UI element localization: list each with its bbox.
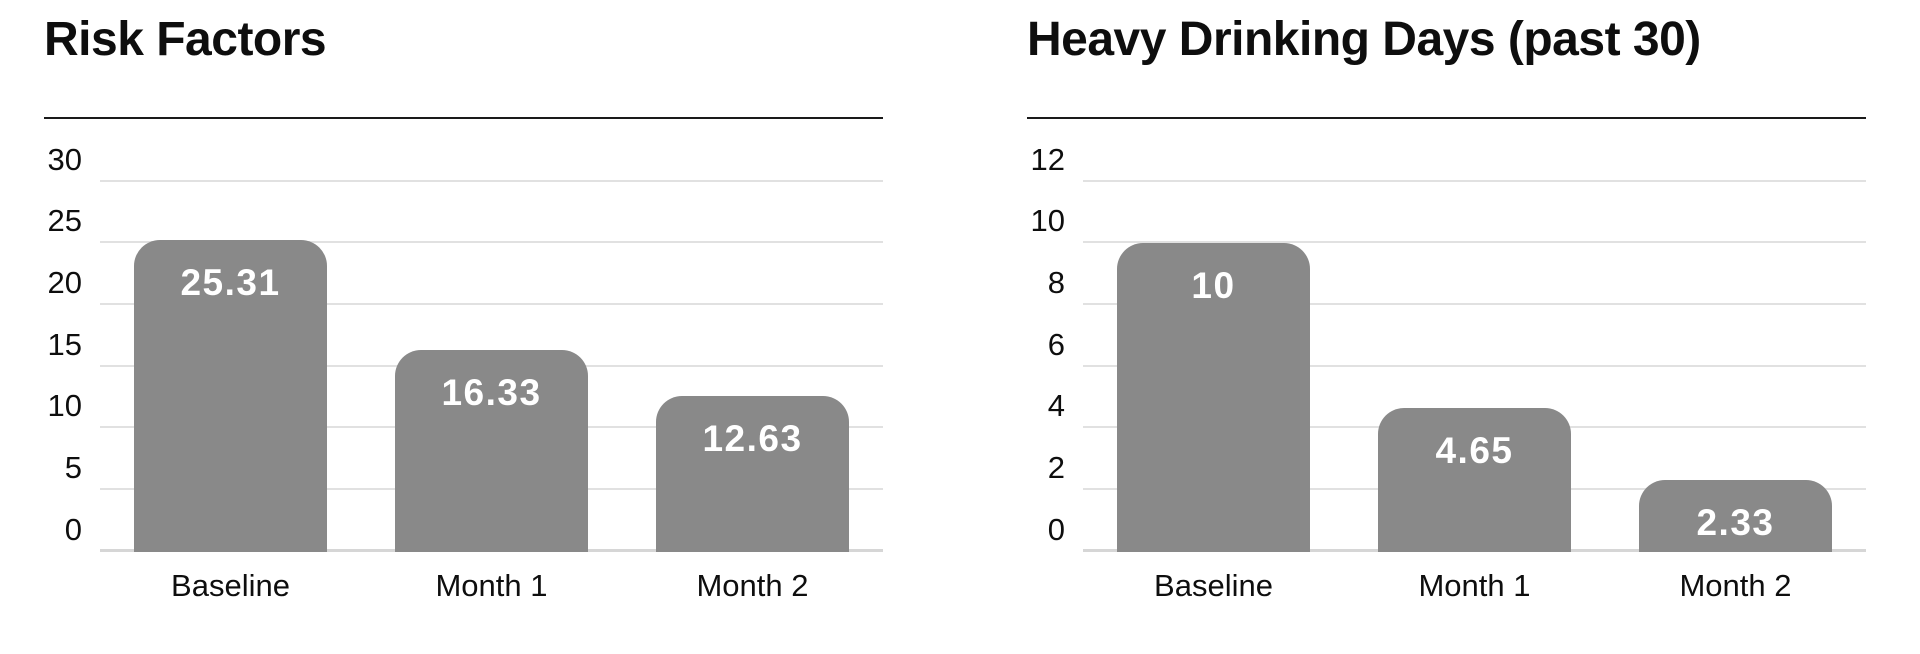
bar-baseline: 25.31	[134, 239, 327, 552]
chart-title: Heavy Drinking Days (past 30)	[1027, 13, 1701, 66]
chart-card-risk-factors: Risk Factors 30 25 20 15 10 5 0 25.31 16.33 12.63…	[44, 0, 883, 604]
plot-area: 30 25 20 15 10 5 0 25.31 16.33 12.63	[44, 142, 883, 552]
bar-month-2: 2.33	[1639, 479, 1832, 552]
y-tick-label: 10	[47, 388, 82, 424]
y-tick-label: 0	[64, 511, 82, 547]
bar-value-label: 4.65	[1435, 430, 1514, 472]
bar-month-1: 16.33	[395, 350, 588, 552]
gridline: 10	[1031, 203, 1866, 244]
x-axis-label: Month 1	[1418, 567, 1531, 603]
x-axis-label: Month 2	[696, 567, 809, 603]
y-tick-label: 25	[47, 203, 82, 239]
y-tick-label: 30	[47, 141, 82, 177]
bar-value-label: 12.63	[702, 418, 803, 460]
title-divider	[44, 116, 883, 119]
x-axis-label: Baseline	[1154, 567, 1273, 603]
y-tick-label: 0	[1047, 511, 1065, 547]
y-tick-label: 20	[47, 265, 82, 301]
chart-card-heavy-drinking-days: Heavy Drinking Days (past 30) 12 10 8 6 4 2 0 1…	[1027, 0, 1866, 604]
x-axis-labels: Baseline Month 1 Month 2	[100, 568, 883, 604]
bar-month-2: 12.63	[656, 396, 849, 552]
chart-title: Risk Factors	[44, 13, 327, 66]
y-tick-label: 10	[1030, 203, 1065, 239]
bars-layer: 10 4.65 2.33	[1083, 182, 1866, 552]
bar-baseline: 10	[1117, 243, 1310, 552]
gridline: 20	[48, 265, 883, 306]
gridline: 8	[1048, 265, 1866, 306]
gridline: 12	[1031, 142, 1866, 182]
gridline: 30	[48, 142, 883, 182]
x-axis-labels: Baseline Month 1 Month 2	[1083, 568, 1866, 604]
y-tick-label: 6	[1047, 326, 1065, 362]
y-tick-label: 4	[1047, 388, 1065, 424]
charts-row: Risk Factors 30 25 20 15 10 5 0 25.31 16.33 12.63…	[44, 0, 1866, 604]
y-tick-label: 5	[64, 450, 82, 486]
x-axis-label: Baseline	[171, 567, 290, 603]
x-axis-label: Month 1	[435, 567, 548, 603]
bar-value-label: 10	[1191, 265, 1236, 307]
gridline: 6	[1048, 327, 1866, 367]
plot-area: 12 10 8 6 4 2 0 10 4.65 2.33	[1027, 142, 1866, 552]
x-axis-label: Month 2	[1679, 567, 1792, 603]
bar-value-label: 16.33	[441, 372, 542, 414]
bar-value-label: 25.31	[180, 261, 281, 303]
y-tick-label: 15	[47, 326, 82, 362]
bars-layer: 25.31 16.33 12.63	[100, 182, 883, 552]
gridline: 25	[48, 203, 883, 244]
y-tick-label: 2	[1047, 450, 1065, 486]
y-tick-label: 8	[1047, 265, 1065, 301]
y-tick-label: 12	[1030, 141, 1065, 177]
title-divider	[1027, 116, 1866, 119]
bar-value-label: 2.33	[1696, 501, 1775, 543]
bar-month-1: 4.65	[1378, 408, 1571, 552]
